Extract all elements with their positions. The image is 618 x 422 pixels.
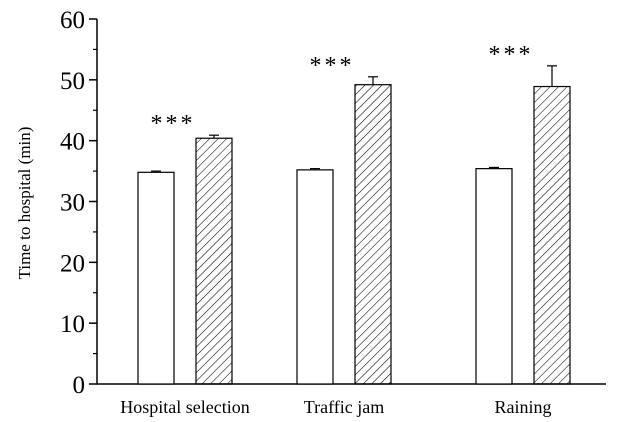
bar-plain — [475, 168, 513, 385]
x-tick-label: Hospital selection — [120, 397, 249, 417]
bar-hatched — [533, 85, 571, 385]
bar-hatched — [354, 84, 392, 385]
x-tick-label: Raining — [495, 397, 552, 417]
y-tick-label: 40 — [60, 129, 85, 156]
y-axis-title: Time to hospital (min) — [15, 127, 34, 280]
x-tick-label: Traffic jam — [304, 397, 385, 417]
y-tick-label: 60 — [60, 7, 85, 34]
y-tick-label: 30 — [60, 190, 85, 217]
bar-plain — [296, 169, 334, 385]
y-tick-label: 50 — [60, 68, 85, 95]
bar-hatched — [195, 137, 233, 385]
significance-marker: *** — [151, 111, 196, 137]
y-tick-label: 20 — [60, 250, 85, 277]
plot-area: 0 10 20 30 40 50 60 Hospital selection *** Traffi… — [60, 7, 606, 417]
significance-marker: *** — [310, 53, 355, 79]
y-tick-label: 0 — [73, 372, 86, 399]
y-tick-label: 10 — [60, 311, 85, 338]
bar-plain — [137, 171, 175, 385]
significance-marker: *** — [489, 42, 534, 68]
